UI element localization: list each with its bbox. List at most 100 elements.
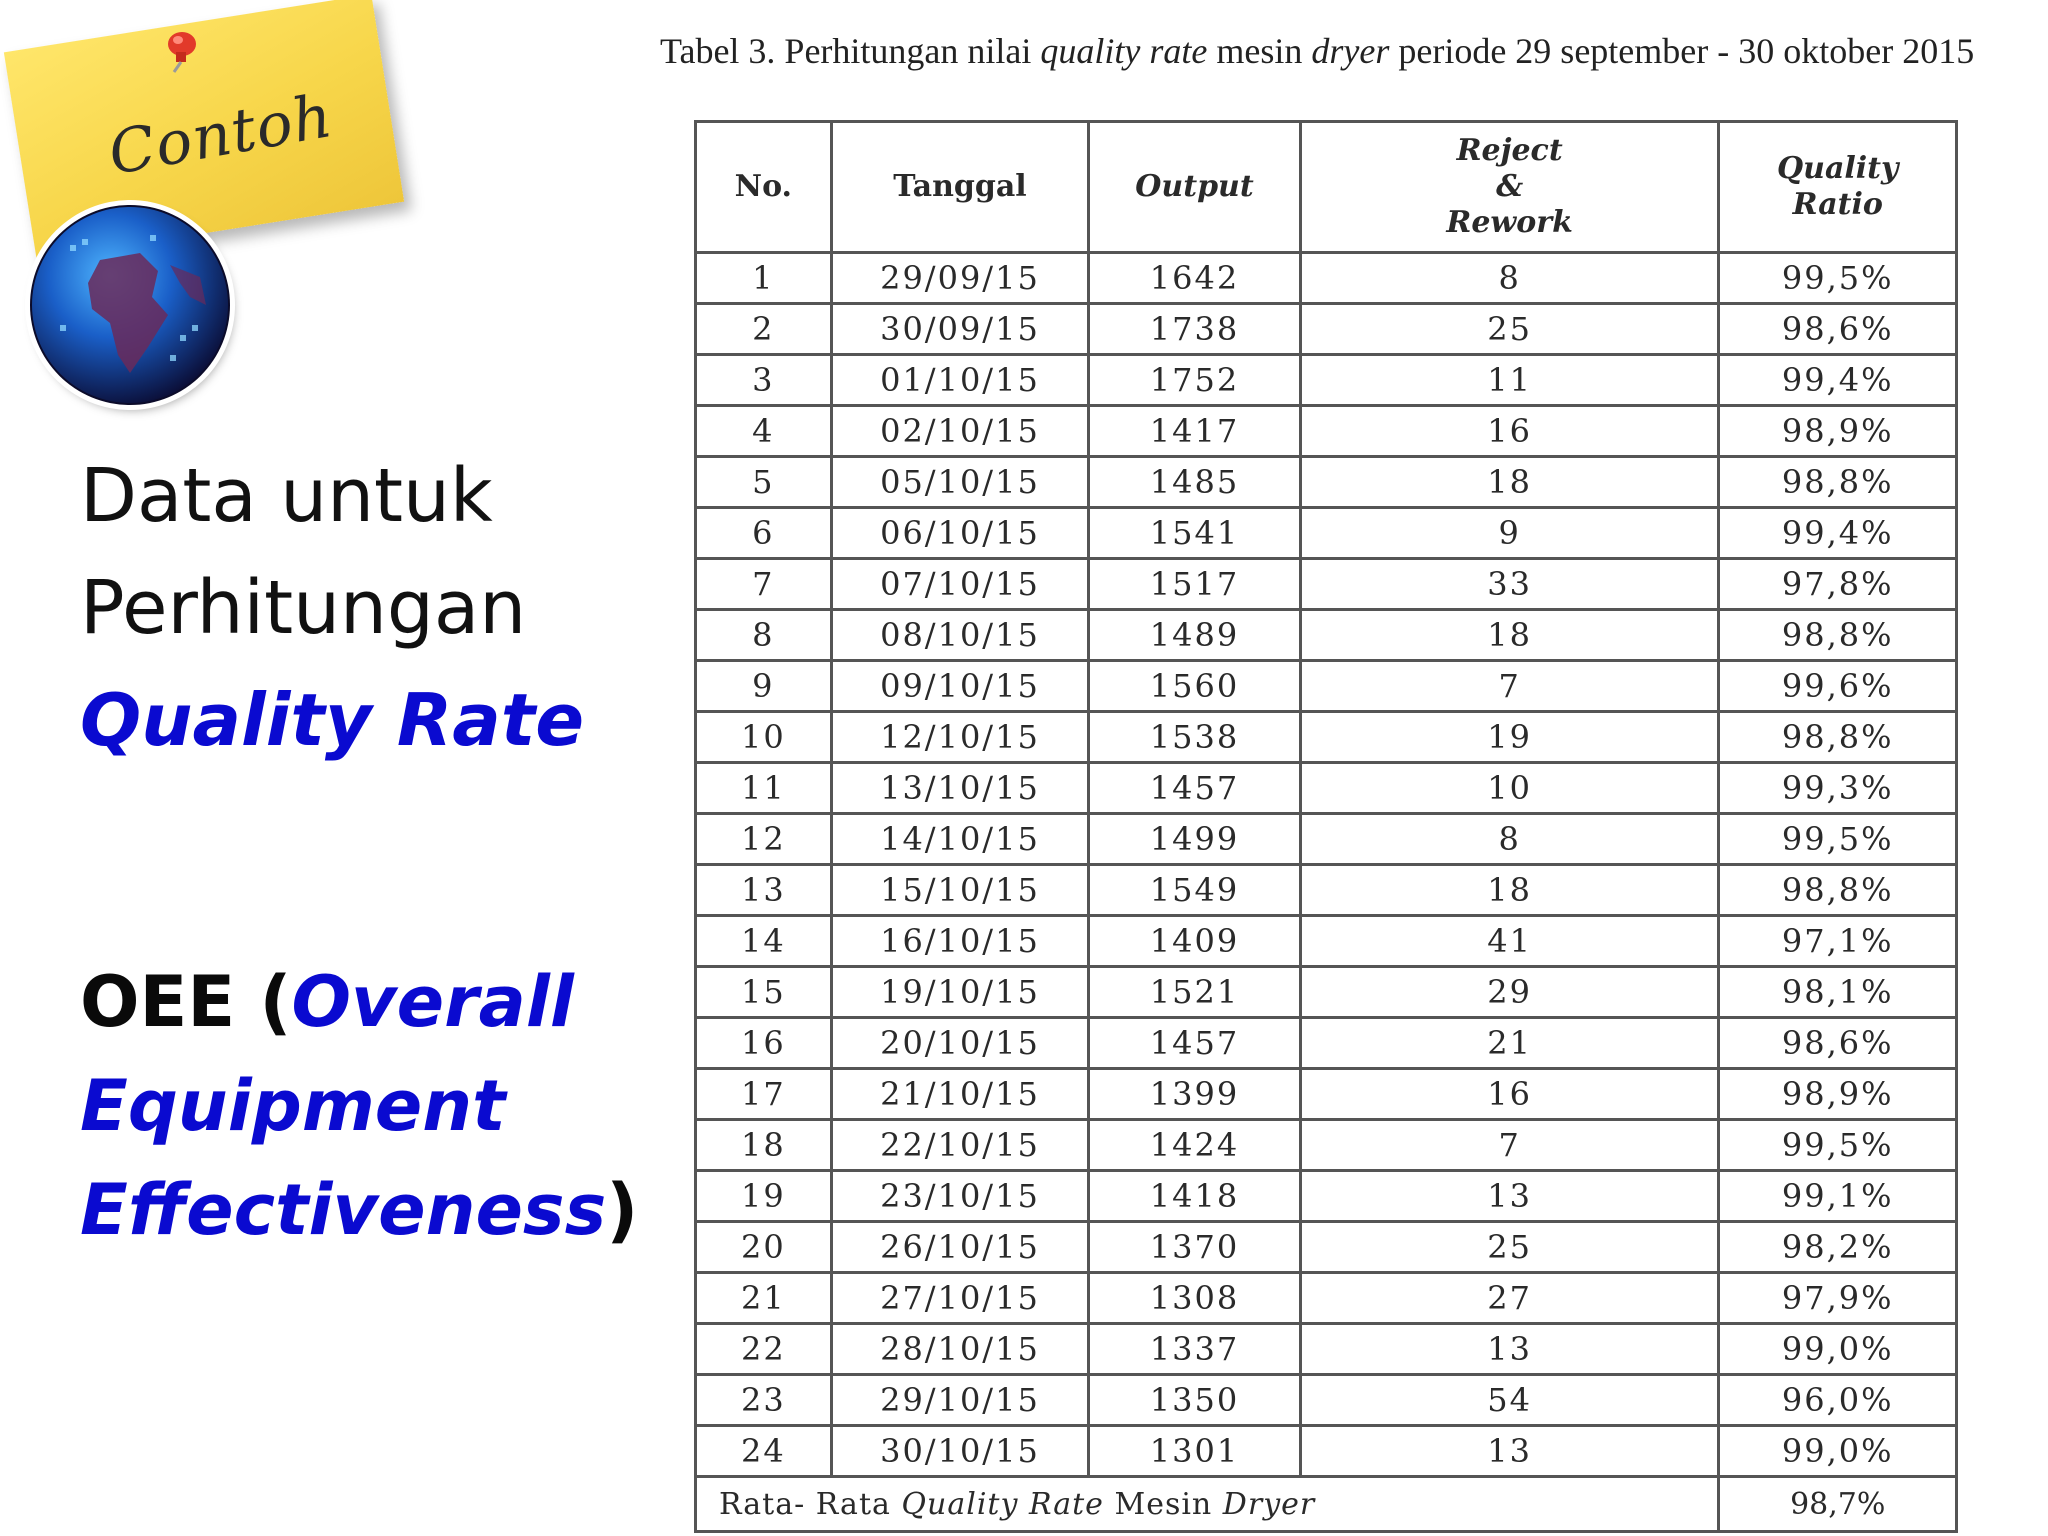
cell-reject-rework: 41 [1298,914,1721,968]
cell-output: 1485 [1087,455,1302,509]
cell-quality-ratio: 96,0% [1717,1373,1958,1427]
table-row: 23 29/10/15 1350 54 96,0% [694,1373,1958,1427]
table-row: 3 01/10/15 1752 11 99,4% [694,353,1958,407]
average-label-middle: Mesin [1103,1486,1223,1522]
caption-middle: mesin [1207,31,1312,71]
cell-tanggal: 28/10/15 [829,1322,1091,1376]
cell-no: 13 [694,863,833,917]
table-row: 18 22/10/15 1424 7 99,5% [694,1118,1958,1172]
cell-tanggal: 29/09/15 [829,251,1091,305]
cell-output: 1541 [1087,506,1302,560]
cell-quality-ratio: 98,9% [1717,1067,1958,1121]
oee-close-paren: ) [606,1169,639,1251]
cell-no: 7 [694,557,833,611]
cell-no: 14 [694,914,833,968]
slide-heading: Data untuk Perhitungan Quality Rate [80,440,600,776]
cell-reject-rework: 18 [1298,863,1721,917]
caption-prefix: Tabel 3. Perhitungan nilai [660,31,1041,71]
cell-quality-ratio: 99,1% [1717,1169,1958,1223]
cell-output: 1308 [1087,1271,1302,1325]
cell-tanggal: 09/10/15 [829,659,1091,713]
table-row: 13 15/10/15 1549 18 98,8% [694,863,1958,917]
table-row: 22 28/10/15 1337 13 99,0% [694,1322,1958,1376]
cell-reject-rework: 7 [1298,1118,1721,1172]
table-row: 21 27/10/15 1308 27 97,9% [694,1271,1958,1325]
cell-no: 6 [694,506,833,560]
header-reject-line-2: & [1496,169,1524,204]
cell-quality-ratio: 99,4% [1717,353,1958,407]
cell-tanggal: 05/10/15 [829,455,1091,509]
table-header-row: No. Tanggal Output Reject & Rework Quality… [694,120,1958,254]
cell-no: 15 [694,965,833,1019]
table-body: 1 29/09/15 1642 8 99,5% 2 30/09/15 1738 25 98,6% 3… [694,251,1958,1478]
table-row: 2 30/09/15 1738 25 98,6% [694,302,1958,356]
cell-quality-ratio: 98,8% [1717,455,1958,509]
average-label-italic-1: Quality Rate [901,1486,1104,1522]
cell-quality-ratio: 98,8% [1717,608,1958,662]
cell-no: 24 [694,1424,833,1478]
cell-reject-rework: 33 [1298,557,1721,611]
cell-tanggal: 02/10/15 [829,404,1091,458]
cell-reject-rework: 13 [1298,1169,1721,1223]
cell-reject-rework: 16 [1298,1067,1721,1121]
cell-reject-rework: 19 [1298,710,1721,764]
cell-quality-ratio: 98,8% [1717,863,1958,917]
cell-reject-rework: 25 [1298,1220,1721,1274]
cell-tanggal: 12/10/15 [829,710,1091,764]
cell-reject-rework: 54 [1298,1373,1721,1427]
cell-reject-rework: 13 [1298,1322,1721,1376]
cell-output: 1350 [1087,1373,1302,1427]
heading-highlight: Quality Rate [80,678,585,762]
cell-reject-rework: 11 [1298,353,1721,407]
table-row: 19 23/10/15 1418 13 99,1% [694,1169,1958,1223]
cell-quality-ratio: 98,9% [1717,404,1958,458]
oee-word-effectiveness: Effectiveness [80,1169,607,1251]
cell-tanggal: 26/10/15 [829,1220,1091,1274]
header-reject-line-1: Reject [1456,133,1563,168]
cell-no: 17 [694,1067,833,1121]
cell-quality-ratio: 99,0% [1717,1322,1958,1376]
oee-word-equipment: Equipment [80,1065,506,1147]
header-reject-line-3: Rework [1446,205,1573,240]
oee-definition: OEE (Overall Equipment Effectiveness) [80,950,640,1262]
cell-quality-ratio: 99,5% [1717,812,1958,866]
cell-no: 4 [694,404,833,458]
table-footer-row: Rata- Rata Quality Rate Mesin Dryer 98,7… [693,1475,1958,1533]
cell-output: 1642 [1087,251,1302,305]
cell-quality-ratio: 98,6% [1717,1016,1958,1070]
table-row: 12 14/10/15 1499 8 99,5% [694,812,1958,866]
cell-no: 16 [694,1016,833,1070]
table-row: 8 08/10/15 1489 18 98,8% [694,608,1958,662]
cell-reject-rework: 27 [1298,1271,1721,1325]
cell-output: 1752 [1087,353,1302,407]
cell-output: 1457 [1087,1016,1302,1070]
cell-reject-rework: 9 [1298,506,1721,560]
cell-output: 1370 [1087,1220,1302,1274]
table-row: 16 20/10/15 1457 21 98,6% [694,1016,1958,1070]
cell-tanggal: 30/09/15 [829,302,1091,356]
header-output: Output [1087,120,1302,254]
header-quality-line-2: Ratio [1792,187,1883,222]
cell-tanggal: 08/10/15 [829,608,1091,662]
table-row: 7 07/10/15 1517 33 97,8% [694,557,1958,611]
cell-no: 2 [694,302,833,356]
table-caption: Tabel 3. Perhitungan nilai quality rate … [660,30,1974,72]
header-tanggal: Tanggal [829,120,1091,254]
cell-reject-rework: 25 [1298,302,1721,356]
table-row: 1 29/09/15 1642 8 99,5% [694,251,1958,305]
caption-suffix: periode 29 september - 30 oktober 2015 [1389,31,1975,71]
cell-no: 19 [694,1169,833,1223]
cell-output: 1560 [1087,659,1302,713]
table-row: 20 26/10/15 1370 25 98,2% [694,1220,1958,1274]
header-no: No. [694,120,833,254]
table-row: 11 13/10/15 1457 10 99,3% [694,761,1958,815]
cell-no: 23 [694,1373,833,1427]
header-quality-ratio: Quality Ratio [1717,120,1958,254]
cell-no: 5 [694,455,833,509]
cell-tanggal: 27/10/15 [829,1271,1091,1325]
cell-tanggal: 01/10/15 [829,353,1091,407]
average-label: Rata- Rata Quality Rate Mesin Dryer [693,1475,1721,1533]
average-value: 98,7% [1717,1475,1958,1533]
cell-output: 1418 [1087,1169,1302,1223]
cell-tanggal: 07/10/15 [829,557,1091,611]
